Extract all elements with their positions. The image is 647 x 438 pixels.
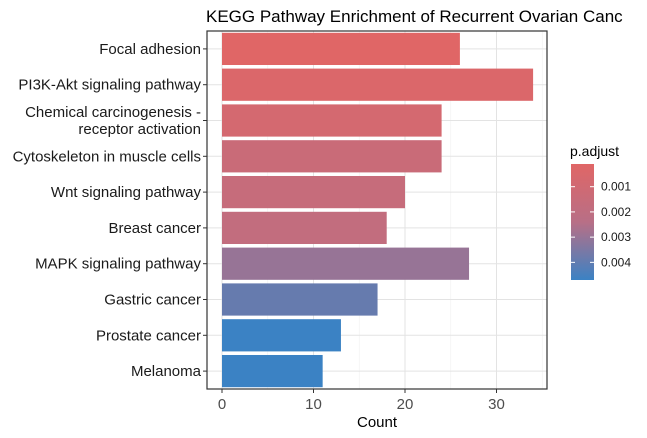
legend-tick-label: 0.001 [601,180,631,194]
y-tick-label: Wnt signaling pathway [51,184,202,201]
x-axis-ticks: 0 10 20 30 [218,389,505,413]
bar-layer [222,32,534,388]
y-tick-label: Melanoma [131,363,202,380]
legend-colorbar [571,164,594,280]
x-tick-label: 20 [397,396,414,413]
y-axis-labels: Focal adhesion PI3K-Akt signaling pathway… [13,41,207,380]
bar [222,283,378,316]
legend-ticks: 0.001 0.002 0.003 0.004 [571,180,631,269]
bar [222,247,470,280]
x-tick-label: 0 [218,396,226,413]
y-tick-label: Prostate cancer [96,327,201,344]
bar [222,32,460,66]
y-tick-label: Chemical carcinogenesis -receptor activa… [25,104,201,138]
panel-border [206,30,548,390]
legend-tick-label: 0.003 [601,230,631,244]
bar [222,319,341,352]
y-tick-label: Breast cancer [108,220,201,237]
bar [222,140,442,173]
x-tick-label: 10 [305,396,322,413]
legend-tick-label: 0.004 [601,255,631,269]
y-tick-label: Focal adhesion [99,41,201,58]
bar [222,211,387,245]
legend-title: p.adjust [570,143,619,159]
y-tick-label: Cytoskeleton in muscle cells [13,148,201,165]
bar [222,175,405,209]
bar [222,354,323,388]
y-tick-label: MAPK signaling pathway [35,256,201,273]
chart-title: KEGG Pathway Enrichment of Recurrent Ova… [206,7,623,26]
legend: p.adjust 0.001 0.002 0.003 0.004 [570,143,631,280]
y-tick-label: PI3K-Akt signaling pathway [18,77,201,94]
bar [222,68,534,101]
y-tick-label: Gastric cancer [104,292,201,309]
bar [222,104,442,137]
legend-tick-label: 0.002 [601,205,631,219]
x-axis-title: Count [357,414,398,431]
x-tick-label: 30 [488,396,505,413]
